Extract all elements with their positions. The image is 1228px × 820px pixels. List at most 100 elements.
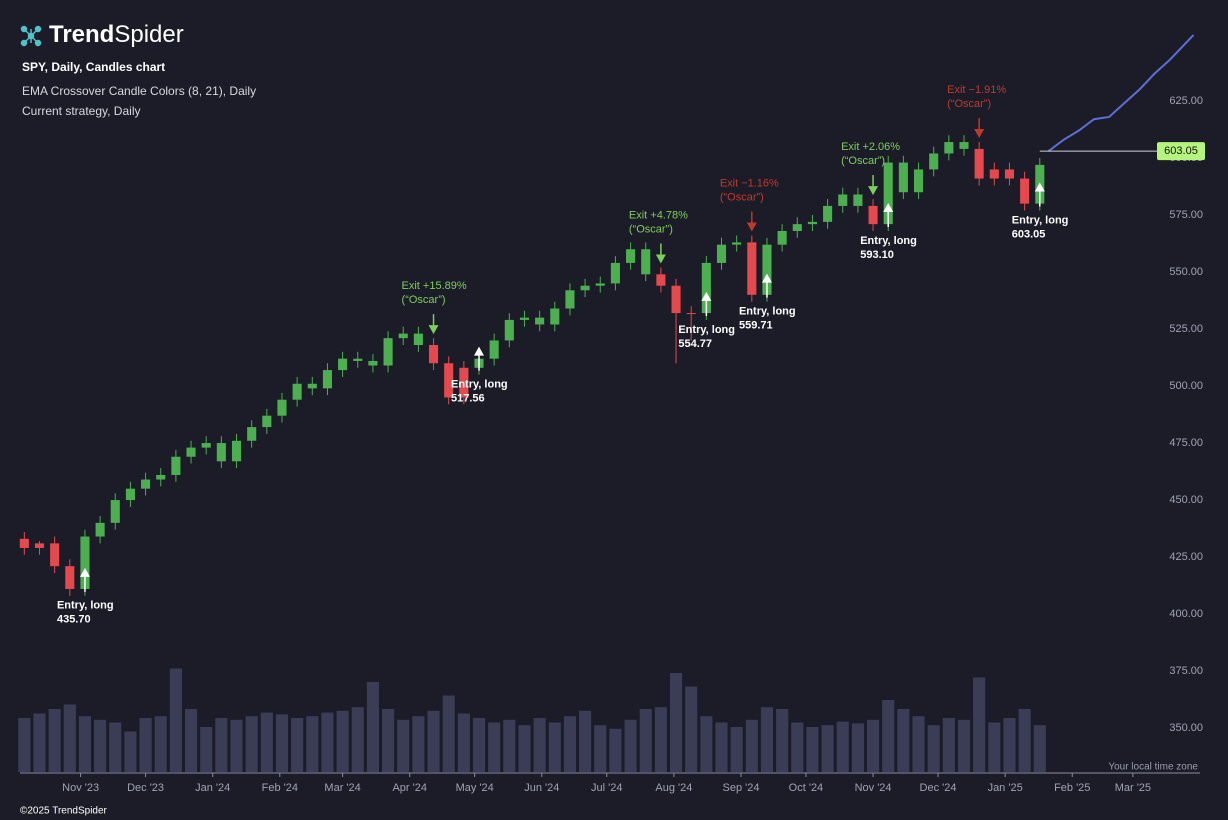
candle-body [504, 319, 514, 341]
candle-body [519, 317, 530, 320]
volume-bar [351, 707, 364, 772]
volume-bar [594, 725, 607, 772]
candle-body [231, 440, 242, 462]
volume-bar [139, 718, 152, 772]
volume-bar [291, 718, 304, 772]
volume-bar [912, 716, 925, 772]
x-tick-label: Nov '24 [855, 782, 892, 794]
exit-label: Exit −1.16% [720, 177, 779, 189]
candle-body [338, 358, 348, 371]
volume-bar [730, 727, 743, 772]
candle-body [792, 224, 802, 231]
y-tick-label: 400.00 [1169, 608, 1203, 620]
volume-bar [336, 710, 349, 772]
entry-price: 435.70 [57, 614, 91, 626]
candle-body [747, 242, 757, 295]
exit-note: (“Oscar”) [841, 155, 885, 167]
volume-bar [63, 704, 76, 772]
volume-bar [382, 709, 395, 772]
entry-arrow-head [474, 346, 485, 356]
y-tick-label: 625.00 [1169, 95, 1203, 107]
entry-label: Entry, long [57, 600, 114, 612]
candle-body [671, 285, 681, 314]
candle-body [368, 360, 378, 366]
volume-bar [48, 709, 61, 772]
y-tick-label: 575.00 [1169, 209, 1203, 221]
x-tick-label: Mar '25 [1115, 782, 1151, 794]
y-tick-label: 450.00 [1169, 494, 1203, 506]
volume-bar [427, 710, 440, 772]
volume-bar [169, 668, 182, 772]
candle-body [777, 230, 787, 245]
candle-body [353, 358, 363, 361]
exit-label: Exit +2.06% [841, 141, 900, 153]
exit-note: (“Oscar”) [402, 294, 446, 306]
y-tick-label: 550.00 [1169, 266, 1203, 278]
exit-note: (“Oscar”) [629, 223, 673, 235]
candle-body [383, 338, 393, 366]
volume-bar [745, 719, 758, 772]
volume-bar [988, 722, 1001, 772]
candle-body [807, 221, 817, 225]
exit-arrow-head [428, 325, 439, 335]
exit-arrow-head [746, 222, 757, 232]
volume-bar [457, 713, 470, 772]
volume-bar [897, 709, 910, 772]
logo-bold: Trend [49, 21, 114, 48]
candle-body [277, 399, 287, 416]
timezone-label: Your local time zone [1108, 762, 1198, 773]
volume-bar [518, 725, 531, 772]
entry-price: 593.10 [860, 249, 894, 261]
candle-body [853, 194, 863, 206]
candle-body [171, 456, 181, 475]
copyright: ©2025 TrendSpider [20, 806, 108, 817]
candle-body [1004, 169, 1015, 179]
x-tick-label: Oct '24 [789, 782, 824, 794]
x-tick-label: Feb '25 [1054, 782, 1090, 794]
entry-label: Entry, long [739, 306, 796, 318]
volume-bar [18, 718, 31, 772]
x-tick-label: Apr '24 [392, 782, 427, 794]
entry-price: 554.77 [678, 338, 712, 350]
candle-body [823, 205, 833, 222]
volume-bar [624, 719, 637, 772]
volume-bar [33, 713, 46, 772]
candle-body [656, 274, 666, 286]
volume-bar [154, 716, 167, 772]
volume-bar [609, 728, 622, 772]
candle-body [535, 317, 545, 325]
volume-bar [791, 722, 804, 772]
entry-price: 603.05 [1012, 228, 1046, 240]
volume-bar [109, 722, 122, 772]
candle-body [959, 142, 969, 149]
volume-bar [579, 710, 592, 772]
exit-note: (“Oscar”) [720, 191, 764, 203]
candle-body [595, 283, 605, 286]
volume-bar [245, 716, 258, 772]
candle-body [307, 383, 317, 389]
x-tick-label: Jun '24 [524, 782, 559, 794]
volume-bar [230, 719, 243, 772]
volume-bar [275, 714, 289, 772]
volume-bar [548, 722, 561, 772]
entry-arrow-head [701, 291, 712, 301]
candle-body [201, 443, 211, 448]
entry-arrow-head [761, 273, 772, 283]
candle-body [686, 313, 696, 315]
x-tick-label: Jan '25 [988, 782, 1023, 794]
volume-bar [563, 716, 577, 772]
logo-icon [20, 25, 42, 47]
candle-body [156, 474, 166, 480]
entry-label: Entry, long [1012, 214, 1069, 226]
exit-label: Exit +4.78% [629, 209, 688, 221]
x-tick-label: May '24 [456, 782, 494, 794]
candle-body [413, 333, 423, 345]
candle-body [989, 169, 999, 179]
volume-bar [412, 716, 425, 772]
candle-body [898, 162, 908, 193]
y-tick-label: 375.00 [1169, 665, 1203, 677]
candle-body [838, 194, 848, 206]
candle-body [428, 344, 439, 364]
